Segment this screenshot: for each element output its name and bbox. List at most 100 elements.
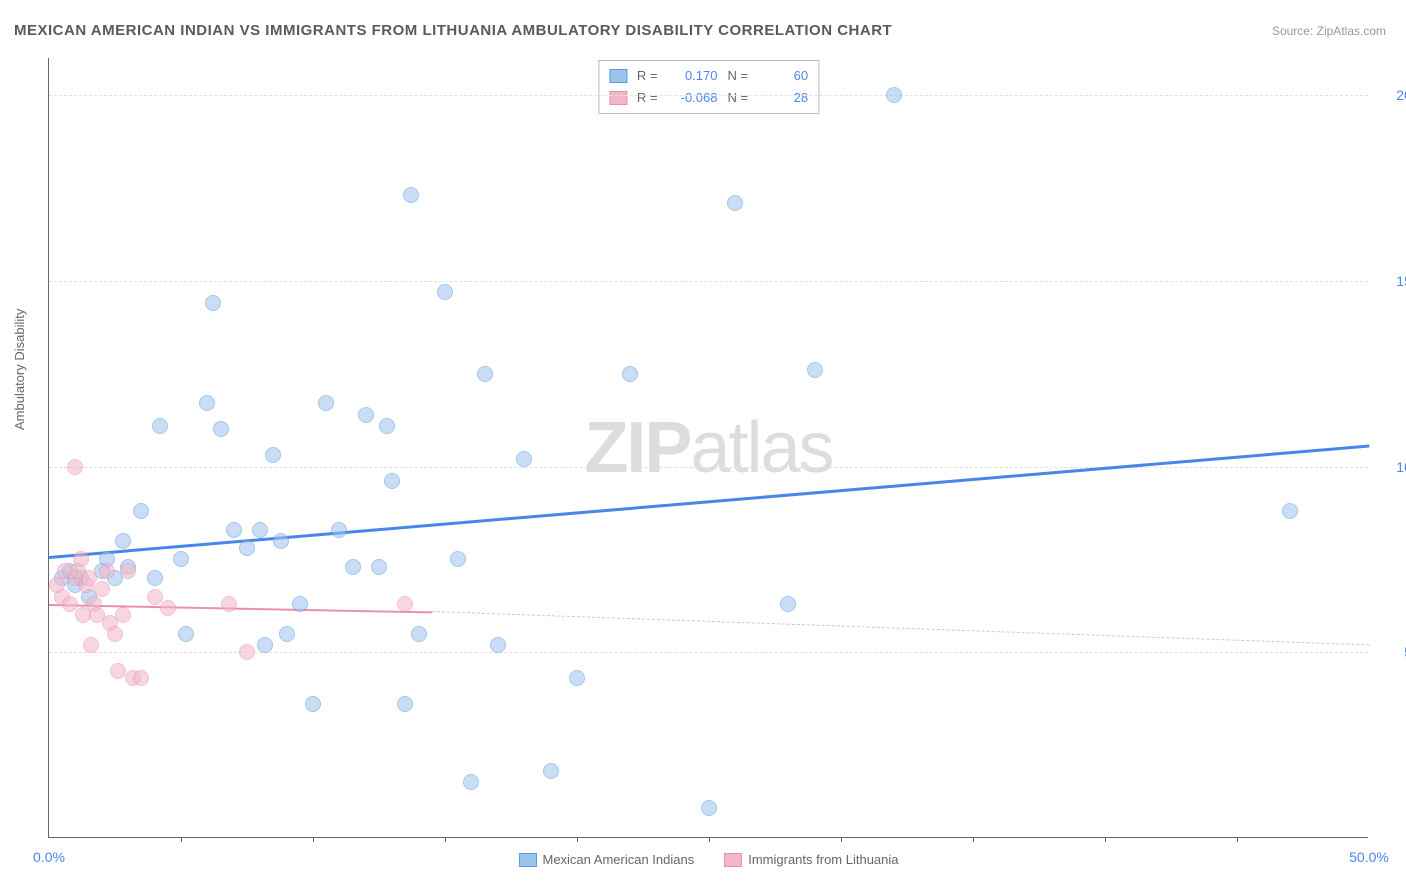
legend-item: Mexican American Indians xyxy=(518,852,694,867)
data-point xyxy=(516,451,532,467)
y-axis-label: Ambulatory Disability xyxy=(12,309,27,430)
watermark: ZIPatlas xyxy=(584,407,832,489)
y-tick-label: 20.0% xyxy=(1396,87,1406,103)
data-point xyxy=(279,626,295,642)
data-point xyxy=(807,362,823,378)
data-point xyxy=(569,670,585,686)
data-point xyxy=(221,596,237,612)
data-point xyxy=(265,447,281,463)
stat-n-label: N = xyxy=(728,65,749,87)
data-point xyxy=(331,522,347,538)
data-point xyxy=(107,626,123,642)
data-point xyxy=(780,596,796,612)
data-point xyxy=(252,522,268,538)
stats-row: R =0.170N =60 xyxy=(609,65,808,87)
stats-legend-box: R =0.170N =60R =-0.068N =28 xyxy=(598,60,819,114)
data-point xyxy=(305,696,321,712)
data-point xyxy=(133,670,149,686)
data-point xyxy=(115,607,131,623)
data-point xyxy=(273,533,289,549)
stat-r-label: R = xyxy=(637,87,658,109)
source-label: Source: ZipAtlas.com xyxy=(1272,24,1386,38)
data-point xyxy=(886,87,902,103)
legend-swatch xyxy=(609,91,627,105)
source-prefix: Source: xyxy=(1272,24,1313,38)
data-point xyxy=(62,596,78,612)
y-tick-label: 15.0% xyxy=(1396,273,1406,289)
data-point xyxy=(358,407,374,423)
data-point xyxy=(239,540,255,556)
data-point xyxy=(147,589,163,605)
series-legend: Mexican American Indians Immigrants from … xyxy=(518,852,898,867)
legend-swatch xyxy=(609,69,627,83)
chart-container: MEXICAN AMERICAN INDIAN VS IMMIGRANTS FR… xyxy=(0,0,1406,892)
x-tick xyxy=(181,837,182,842)
x-tick xyxy=(445,837,446,842)
data-point xyxy=(239,644,255,660)
trend-line-immigrants-from-lithuania xyxy=(49,604,432,613)
stats-row: R = -0.068 N = 28 xyxy=(609,87,808,109)
legend-item: Immigrants from Lithuania xyxy=(724,852,898,867)
legend-swatch xyxy=(518,853,536,867)
data-point xyxy=(133,503,149,519)
chart-title: MEXICAN AMERICAN INDIAN VS IMMIGRANTS FR… xyxy=(14,22,892,39)
data-point xyxy=(622,366,638,382)
data-point xyxy=(397,696,413,712)
x-tick xyxy=(313,837,314,842)
stat-n-label: N = xyxy=(728,87,749,109)
data-point xyxy=(411,626,427,642)
data-point xyxy=(477,366,493,382)
x-tick xyxy=(973,837,974,842)
x-tick xyxy=(1105,837,1106,842)
data-point xyxy=(257,637,273,653)
grid-line xyxy=(49,95,1368,96)
data-point xyxy=(213,421,229,437)
data-point xyxy=(152,418,168,434)
plot-area: ZIPatlas R =0.170N =60R =-0.068N =28 Mex… xyxy=(48,58,1368,838)
data-point xyxy=(73,551,89,567)
y-tick-label: 10.0% xyxy=(1396,459,1406,475)
data-point xyxy=(226,522,242,538)
data-point xyxy=(701,800,717,816)
data-point xyxy=(83,637,99,653)
data-point xyxy=(727,195,743,211)
stat-n-value: 28 xyxy=(758,87,808,109)
data-point xyxy=(450,551,466,567)
data-point xyxy=(199,395,215,411)
data-point xyxy=(345,559,361,575)
data-point xyxy=(205,295,221,311)
x-tick xyxy=(577,837,578,842)
grid-line xyxy=(49,467,1368,468)
data-point xyxy=(99,563,115,579)
legend-swatch xyxy=(724,853,742,867)
data-point xyxy=(490,637,506,653)
stat-n-value: 60 xyxy=(758,65,808,87)
data-point xyxy=(384,473,400,489)
data-point xyxy=(178,626,194,642)
x-tick-label: 0.0% xyxy=(33,849,65,865)
data-point xyxy=(437,284,453,300)
stat-r-value: -0.068 xyxy=(668,87,718,109)
data-point xyxy=(110,663,126,679)
stat-r-label: R = xyxy=(637,65,658,87)
data-point xyxy=(543,763,559,779)
data-point xyxy=(397,596,413,612)
legend-label: Mexican American Indians xyxy=(542,852,694,867)
data-point xyxy=(1282,503,1298,519)
data-point xyxy=(173,551,189,567)
watermark-bold: ZIP xyxy=(584,408,690,488)
x-tick-label: 50.0% xyxy=(1349,849,1389,865)
data-point xyxy=(371,559,387,575)
source-name: ZipAtlas.com xyxy=(1317,24,1386,38)
trend-line-immigrants-from-lithuania-ext xyxy=(432,611,1369,645)
x-tick xyxy=(709,837,710,842)
x-tick xyxy=(841,837,842,842)
data-point xyxy=(81,570,97,586)
x-tick xyxy=(1237,837,1238,842)
data-point xyxy=(463,774,479,790)
data-point xyxy=(94,581,110,597)
data-point xyxy=(292,596,308,612)
data-point xyxy=(403,187,419,203)
data-point xyxy=(147,570,163,586)
watermark-light: atlas xyxy=(690,408,832,488)
